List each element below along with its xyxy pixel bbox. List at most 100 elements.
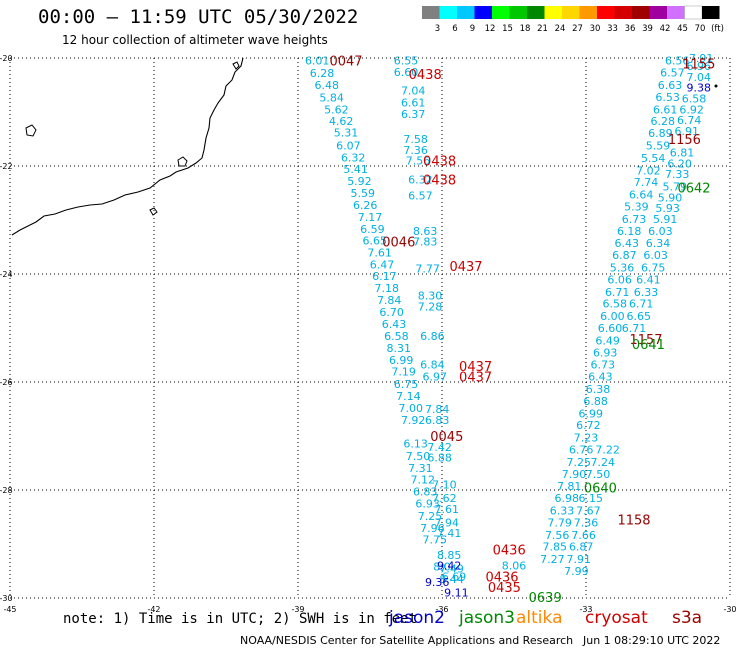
swh-value-label: 5.41	[343, 163, 368, 176]
swh-value-label: 6.03	[648, 225, 673, 238]
swh-value-label: 8.30	[418, 290, 443, 303]
color-scale-label: 6	[452, 24, 457, 34]
swh-value-label: 7.84	[377, 294, 402, 307]
lat-tick-label: -26	[0, 378, 13, 387]
swh-value-label: 6.48	[315, 79, 340, 92]
pass-time-label: 0639	[529, 591, 562, 606]
swh-value-label: 7.25	[567, 456, 592, 469]
swh-value-label: 6.57	[660, 67, 685, 80]
swh-value-label: 7.41	[437, 527, 462, 540]
swh-value-label: 7.77	[415, 263, 440, 276]
swh-value-label: 6.76	[569, 444, 594, 457]
pass-time-label: 0438	[423, 174, 456, 189]
swh-value-label: 5.36	[610, 262, 635, 275]
swh-value-label: 7.50	[406, 450, 431, 463]
swh-value-label: 6.28	[310, 67, 335, 80]
swh-value-label: 7.33	[665, 168, 690, 181]
generation-timestamp: Jun 1 08:29:10 UTC 2022	[583, 634, 721, 647]
swh-value-label: 6.89	[648, 127, 673, 140]
swh-value-label: 6.37	[401, 108, 426, 121]
swh-value-label: 7.25	[418, 510, 443, 523]
swh-value-label: 8.31	[387, 342, 412, 355]
color-scale-label: 9	[470, 24, 475, 34]
jason2-value-label: 9.42	[437, 560, 462, 573]
swh-value-label: 7.56	[406, 155, 431, 168]
swh-value-label: 5.59	[646, 139, 671, 152]
swh-value-label: 7.75	[423, 534, 448, 547]
swh-value-label: 7.27	[540, 553, 565, 566]
color-scale-label: 3	[435, 24, 440, 34]
swh-value-label: 7.50	[586, 468, 611, 481]
swh-value-label: 4.62	[329, 115, 354, 128]
pass-time-label: 1155	[682, 57, 715, 72]
page-subtitle: 12 hour collection of altimeter wave hei…	[62, 33, 328, 47]
swh-value-label: 6.49	[595, 334, 620, 347]
swh-value-label: 6.83	[413, 486, 438, 499]
swh-value-label: 6.70	[379, 306, 404, 319]
color-scale-label: 30	[590, 24, 601, 34]
color-scale-label: 27	[572, 24, 583, 34]
swh-value-label: 6.87	[569, 541, 594, 554]
swh-value-label: 5.90	[658, 191, 683, 204]
swh-value-label: 6.26	[353, 199, 378, 212]
swh-value-label: 6.28	[651, 115, 676, 128]
color-swatch	[614, 6, 632, 19]
swh-value-label: 6.15	[579, 492, 604, 505]
color-swatch	[509, 6, 527, 19]
swh-value-label: 6.18	[617, 225, 642, 238]
swh-value-label: 5.92	[347, 175, 372, 188]
color-swatch	[649, 6, 667, 19]
swh-value-label: 8.44	[439, 573, 464, 586]
swh-value-label: 6.13	[403, 438, 428, 451]
swh-value-label: 5.31	[334, 127, 359, 140]
swh-value-label: 7.81	[557, 480, 582, 493]
lon-tick-label: -45	[3, 605, 16, 614]
swh-value-label: 7.19	[391, 366, 416, 379]
swh-value-label: 6.33	[634, 286, 659, 299]
swh-value-label: 6.72	[576, 419, 601, 432]
swh-value-label: 6.34	[646, 237, 671, 250]
swh-value-label: 8.0	[433, 561, 451, 574]
pass-time-label: 0438	[409, 68, 442, 83]
swh-value-label: 7.49	[439, 562, 464, 575]
swh-value-label: 5.54	[641, 152, 666, 165]
legend-s3a: s3a	[672, 608, 703, 628]
color-scale-label: 18	[520, 24, 531, 34]
lon-tick-label: -42	[147, 605, 160, 614]
swh-value-label: 7.17	[358, 211, 383, 224]
swh-value-label: 7.36	[574, 516, 599, 529]
swh-value-label: 6.75	[394, 378, 419, 391]
swh-value-label: 6.55	[394, 55, 419, 68]
legend-cryosat: cryosat	[585, 608, 648, 628]
swh-value-label: 6.58	[682, 93, 707, 106]
lon-tick-label: -36	[435, 605, 448, 614]
swh-value-label: 7.61	[367, 246, 392, 259]
pass-time-label: 0642	[677, 182, 710, 197]
jason2-value-label: 9.38	[687, 82, 712, 95]
color-scale-label: 36	[625, 24, 636, 34]
swh-value-label: 7.23	[574, 432, 599, 445]
lat-tick-label: -20	[0, 54, 13, 63]
swh-value-label: 6.64	[629, 189, 654, 202]
swh-value-label: 7.12	[411, 474, 436, 487]
swh-value-label: 7.28	[418, 300, 443, 313]
swh-value-label: 6.88	[583, 395, 608, 408]
swh-value-label: 6.59	[360, 223, 385, 236]
legend-altika: altika	[516, 608, 563, 628]
swh-value-label: 7.96	[420, 522, 445, 535]
swh-value-label: 8.63	[413, 225, 438, 238]
pass-time-label: 0436	[493, 543, 526, 558]
pass-time-label: 0436	[485, 570, 518, 585]
lat-tick-label: -30	[0, 594, 13, 603]
color-scale-label: 15	[502, 24, 513, 34]
color-swatch	[632, 6, 650, 19]
color-swatch	[422, 6, 440, 19]
pass-time-label: 0437	[459, 360, 492, 375]
swh-value-label: 7.99	[564, 565, 589, 578]
swh-value-label: 6.99	[579, 407, 604, 420]
swh-value-label: 8.06	[502, 560, 527, 573]
swh-value-label: 6.71	[622, 322, 647, 335]
swh-value-label: 6.73	[591, 359, 616, 372]
pass-time-label: 0046	[382, 236, 415, 251]
swh-value-label: 6.75	[641, 262, 666, 275]
